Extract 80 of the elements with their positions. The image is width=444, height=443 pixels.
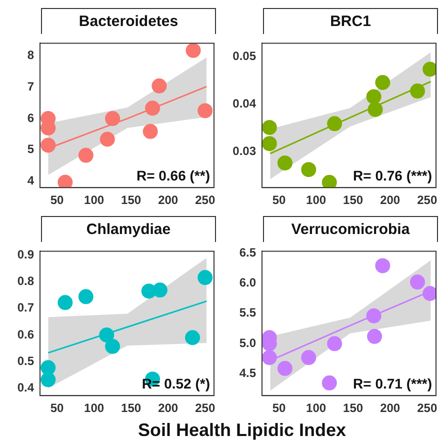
y-tick-label: 0.5	[17, 354, 34, 368]
point	[366, 89, 382, 104]
point	[301, 350, 316, 366]
point	[301, 162, 316, 178]
x-tick-label: 200	[158, 193, 178, 208]
y-tick-label: 5.5	[239, 306, 256, 320]
point	[277, 155, 292, 170]
x-tick-label: 250	[417, 193, 438, 208]
y-tick-label: 0.7	[17, 300, 34, 315]
point	[375, 74, 390, 90]
y-tick-label: 0.03	[232, 144, 256, 158]
point	[186, 43, 201, 58]
y-tick-label: 4.5	[239, 366, 256, 380]
y-tick-label: 0.6	[17, 327, 34, 342]
point	[262, 120, 277, 135]
x-tick-label: 150	[121, 401, 142, 416]
point	[58, 174, 73, 188]
annotation: R= 0.76 (***)	[353, 167, 432, 184]
annotation: R= 0.66 (**)	[136, 167, 210, 184]
x-tick-label: 50	[50, 401, 64, 416]
x-tick-label: 100	[306, 193, 326, 208]
point	[198, 270, 213, 286]
chart-title: Verrucomicrobia	[263, 216, 438, 242]
point	[78, 148, 94, 163]
point	[40, 360, 56, 376]
point	[367, 328, 382, 344]
point	[40, 138, 56, 153]
y-tick-label: 6.5	[239, 245, 256, 260]
x-tick-label: 250	[417, 401, 438, 416]
point	[198, 103, 213, 118]
point	[152, 282, 168, 298]
point	[277, 360, 292, 376]
chart-title: Chlamydiae	[41, 216, 216, 242]
point	[262, 136, 277, 152]
y-tick-label: 5	[27, 142, 34, 156]
annotation: R= 0.71 (***)	[353, 375, 432, 392]
y-tick-label: 0.9	[17, 248, 34, 262]
x-tick-label: 150	[343, 401, 364, 416]
x-tick-label: 150	[121, 193, 142, 208]
point	[185, 330, 200, 346]
point	[327, 336, 342, 352]
point	[105, 111, 120, 126]
y-tick-label: 0.05	[232, 49, 256, 64]
point	[262, 350, 277, 366]
point	[410, 274, 425, 290]
x-tick-label: 50	[50, 193, 64, 208]
y-tick-label: 7	[27, 79, 34, 94]
point	[100, 132, 115, 147]
x-tick-label: 200	[158, 401, 178, 416]
y-tick-label: 6.0	[239, 276, 256, 290]
x-tick-label: 250	[195, 193, 216, 208]
x-tick-label: 200	[380, 401, 400, 416]
point	[322, 375, 337, 390]
y-tick-label: 0.8	[17, 274, 34, 288]
point	[375, 258, 390, 274]
point	[152, 78, 167, 94]
y-tick-label: 0.04	[232, 96, 256, 111]
chart-title: Bacteroidetes	[41, 8, 216, 34]
y-tick-label: 8	[27, 48, 34, 62]
y-tick-label: 5.0	[239, 336, 256, 350]
x-axis-title: Soil Health Lipidic Index	[136, 420, 348, 441]
point	[410, 84, 425, 99]
x-tick-label: 250	[195, 401, 216, 416]
x-tick-label: 100	[84, 401, 104, 416]
point	[142, 124, 158, 139]
x-tick-label: 150	[343, 193, 364, 208]
point	[40, 372, 56, 388]
point	[58, 295, 73, 310]
x-tick-label: 50	[272, 401, 286, 416]
y-tick-label: 4	[27, 174, 34, 188]
y-tick-label: 0.4	[17, 380, 34, 394]
point	[105, 338, 120, 354]
x-tick-label: 50	[272, 193, 286, 208]
x-tick-label: 100	[306, 401, 326, 416]
point	[322, 174, 337, 188]
chart-title: BRC1	[263, 8, 438, 34]
point	[78, 289, 94, 304]
x-tick-label: 100	[84, 193, 104, 208]
y-tick-label: 6	[27, 110, 34, 125]
x-tick-label: 200	[380, 193, 400, 208]
